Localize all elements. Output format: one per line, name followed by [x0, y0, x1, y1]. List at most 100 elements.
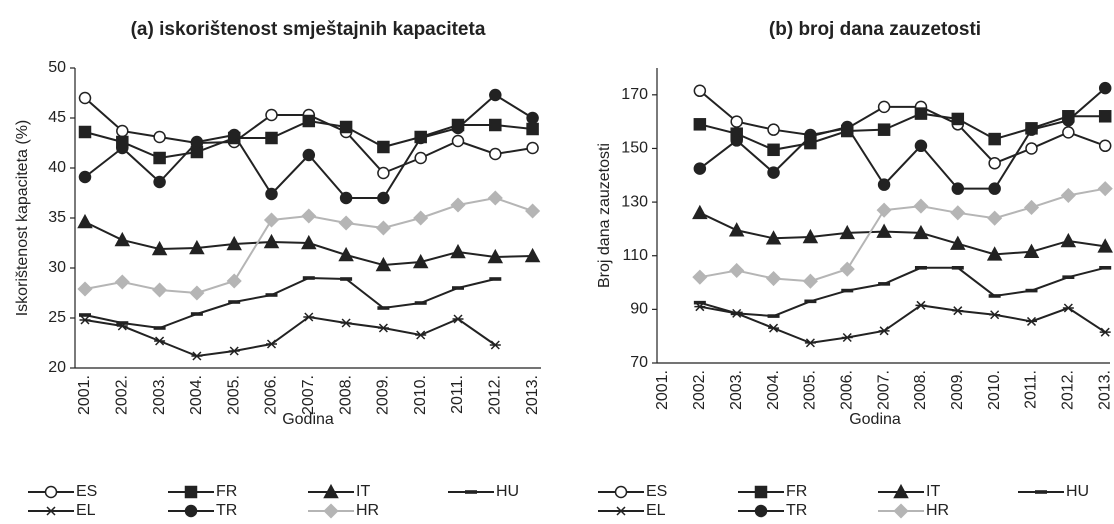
x-tick-label: 2001. [76, 375, 93, 415]
y-tick-label: 25 [48, 309, 66, 326]
x-tick-label: 2012. [1060, 370, 1077, 410]
y-tick-label: 50 [48, 59, 66, 76]
marker [914, 265, 927, 270]
marker [465, 490, 477, 494]
marker [414, 151, 427, 165]
marker [375, 256, 392, 272]
marker [878, 282, 891, 286]
marker [1025, 123, 1038, 136]
marker [526, 122, 539, 136]
marker [767, 314, 780, 318]
marker [524, 247, 541, 263]
x-tick-label: 2003. [151, 375, 168, 415]
marker [489, 88, 502, 102]
marker [377, 166, 390, 180]
legend-label: EL [646, 502, 666, 519]
marker [765, 230, 782, 245]
legend-label: HR [926, 502, 949, 519]
marker [78, 91, 92, 105]
marker [951, 112, 965, 126]
marker [489, 277, 502, 281]
marker [1035, 490, 1047, 494]
x-tick-label: 2002. [691, 370, 708, 410]
marker [184, 504, 198, 518]
marker [116, 124, 129, 138]
legend-label: ES [76, 483, 97, 500]
marker [988, 294, 1001, 298]
x-axis-label: Godina [282, 411, 334, 428]
marker [877, 123, 891, 136]
marker [951, 265, 964, 270]
marker [323, 483, 339, 499]
x-tick-label: 2004. [765, 370, 782, 410]
marker [338, 215, 354, 231]
x-axis-label: Godina [849, 411, 901, 428]
series-line [699, 304, 1106, 344]
x-tick-label: 2005. [802, 370, 819, 410]
marker [1098, 81, 1112, 95]
marker [377, 306, 390, 310]
marker [693, 84, 707, 98]
marker [1023, 199, 1040, 216]
marker [1023, 243, 1040, 258]
marker [452, 314, 464, 324]
marker [767, 143, 780, 157]
marker [1099, 327, 1111, 337]
marker [77, 281, 93, 297]
marker [228, 300, 241, 304]
y-axis-label: Broj dana zauzetosti [596, 143, 613, 288]
series-line [699, 211, 1106, 256]
marker [693, 162, 707, 175]
x-tick-label: 2013. [524, 375, 541, 415]
marker [989, 310, 1001, 320]
marker [1025, 288, 1038, 293]
marker [731, 308, 743, 318]
marker [153, 130, 166, 144]
y-tick-label: 35 [48, 209, 66, 226]
series-line [84, 276, 496, 330]
marker [45, 506, 57, 516]
marker [452, 286, 464, 290]
marker [876, 202, 892, 218]
series-line [699, 266, 1106, 318]
marker [950, 205, 966, 221]
marker [450, 243, 466, 259]
marker [693, 118, 707, 131]
marker [1097, 181, 1113, 197]
marker [44, 485, 58, 499]
marker [151, 240, 168, 256]
marker [303, 312, 315, 322]
marker [988, 132, 1001, 146]
marker [615, 506, 627, 516]
marker [692, 269, 708, 285]
marker [375, 220, 391, 236]
marker [893, 483, 909, 499]
marker [914, 139, 928, 153]
marker [450, 197, 466, 213]
marker [414, 131, 427, 145]
marker [189, 285, 205, 301]
legend-label: EL [76, 502, 96, 519]
marker [153, 151, 166, 165]
marker [412, 253, 429, 269]
marker [226, 235, 242, 251]
marker [302, 114, 316, 128]
marker [339, 191, 353, 205]
x-tick-label: 2011. [1023, 370, 1040, 409]
marker [226, 273, 242, 289]
marker [1026, 316, 1037, 326]
marker [189, 239, 205, 255]
x-tick-label: 2009. [375, 375, 392, 415]
marker [694, 302, 706, 312]
marker [79, 313, 91, 317]
marker [302, 276, 315, 280]
legend-label: TR [216, 502, 237, 519]
marker [952, 306, 964, 316]
marker [841, 288, 854, 293]
marker [114, 274, 130, 290]
series-line [699, 90, 1106, 165]
legend-label: FR [786, 483, 807, 500]
marker [413, 210, 429, 226]
marker [804, 338, 816, 348]
